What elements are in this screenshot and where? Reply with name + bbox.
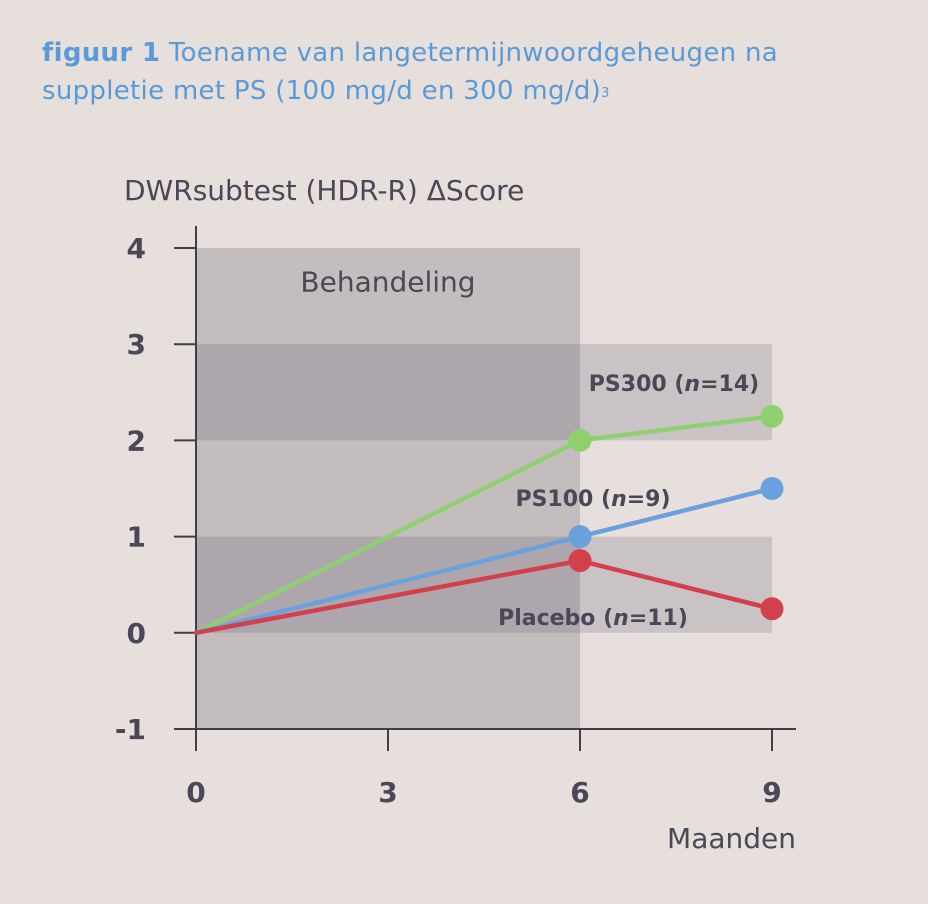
labels: Behandeling 4 3 2 1 0 -1 0 3 6 9 DWRsubtest (HDR-R)…	[115, 174, 796, 855]
y-axis-label: DWRsubtest (HDR-R) ΔScore	[124, 174, 524, 207]
y-tick-label: 4	[127, 232, 146, 265]
data-point-ps300	[760, 404, 784, 428]
treatment-region	[196, 248, 580, 729]
axes	[174, 226, 796, 751]
series-lines	[193, 404, 784, 636]
y-tick-label: 2	[127, 424, 146, 457]
figure-label: figuur 1	[42, 38, 161, 68]
band-1	[196, 344, 772, 441]
y-tick-label: -1	[115, 713, 146, 746]
data-point-ps100	[760, 477, 784, 500]
x-tick-label: 0	[186, 776, 205, 809]
treatment-region-label: Behandeling	[300, 265, 475, 298]
series-label-ps300: PS300 (n=14)	[589, 372, 759, 397]
background-bands	[196, 248, 772, 729]
figure-caption: figuur 1 Toename van langetermijnwoordge…	[42, 34, 902, 113]
series-label-placebo: Placebo (n=11)	[498, 606, 688, 631]
x-axis-label: Maanden	[667, 822, 796, 855]
data-point-ps300	[568, 428, 592, 452]
data-point-placebo	[568, 549, 592, 573]
figure-caption-text: Toename van langetermijnwoordgeheugen na…	[42, 38, 778, 106]
x-tick-label: 3	[378, 776, 397, 809]
y-tick-label: 1	[127, 521, 146, 554]
figure-reference: 3	[601, 86, 610, 101]
series-label-ps100: PS100 (n=9)	[515, 487, 670, 512]
data-point-ps100	[568, 525, 592, 549]
y-tick-label: 0	[127, 617, 146, 650]
data-point-placebo	[760, 597, 784, 621]
x-tick-label: 9	[762, 776, 781, 809]
band-0	[196, 248, 772, 345]
y-tick-label: 3	[127, 328, 146, 361]
x-tick-label: 6	[570, 776, 589, 809]
